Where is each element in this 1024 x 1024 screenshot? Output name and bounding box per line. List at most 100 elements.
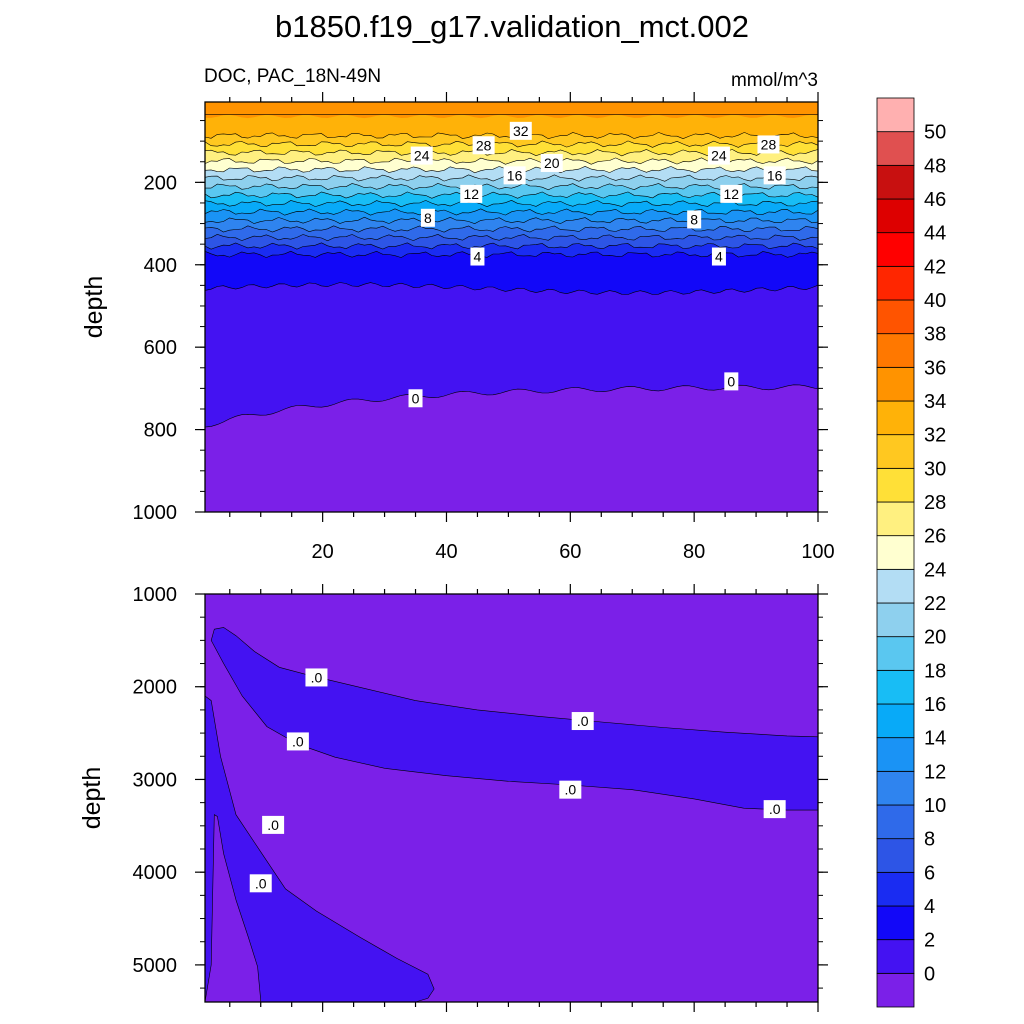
colorbar-tick-label: 38: [924, 324, 946, 346]
y-tick-label: 200: [144, 172, 177, 194]
contour-line: [204, 216, 819, 225]
svg-text:28: 28: [761, 136, 777, 152]
contour-band: [205, 102, 818, 119]
x-tick-label: 40: [435, 541, 457, 563]
contour-label: .0: [559, 780, 582, 799]
colorbar-swatch: [876, 198, 915, 234]
svg-text:4: 4: [474, 249, 482, 265]
colorbar-tick-label: 8: [924, 829, 935, 851]
contour-line: [204, 233, 819, 242]
contour-label: 0: [724, 372, 739, 391]
x-tick-label: 100: [801, 541, 834, 563]
contour-label: 0: [408, 389, 423, 408]
svg-text:0: 0: [412, 390, 420, 406]
colorbar-tick-label: 48: [924, 155, 946, 177]
y-tick-label: 800: [144, 420, 177, 442]
contour-label: .0: [305, 668, 328, 687]
colorbar-swatch: [876, 972, 915, 1008]
colorbar-tick-label: 18: [924, 660, 946, 682]
colorbar-swatch: [876, 434, 915, 469]
colorbar-swatch: [876, 131, 915, 166]
x-tick-label: 60: [559, 541, 581, 563]
svg-text:.0: .0: [769, 801, 781, 817]
colorbar-swatch: [876, 838, 915, 873]
contour-line: [204, 242, 819, 250]
y-tick-label: 600: [144, 337, 177, 359]
contour-label: 24: [410, 146, 433, 165]
colorbar-swatch: [876, 669, 915, 705]
colorbar-tick-label: 6: [924, 862, 935, 884]
colorbar-swatch: [876, 366, 915, 402]
colorbar-swatch: [876, 97, 915, 133]
colorbar-tick-label: 0: [924, 963, 935, 985]
contour-label: .0: [763, 800, 786, 819]
y-tick-label: 400: [144, 255, 177, 277]
contour-label: 12: [720, 184, 743, 203]
contour-line: [204, 225, 819, 233]
lower-panel: 1000 2000 3000 4000 5000 .0 .0 .0 .0 .0 .0 .0 dept…: [78, 584, 828, 1012]
contour-label: 4: [711, 247, 726, 266]
colorbar-tick-label: 26: [924, 526, 946, 548]
svg-text:12: 12: [724, 186, 740, 202]
contour-label: 28: [757, 135, 780, 154]
colorbar-swatch: [876, 164, 915, 200]
lower-plot-frame: [204, 593, 819, 1003]
colorbar-swatch: [876, 703, 915, 739]
colorbar-swatch: [876, 905, 915, 941]
svg-text:.0: .0: [267, 817, 279, 833]
svg-text:0: 0: [727, 373, 735, 389]
y-tick-label: 5000: [133, 955, 178, 977]
colorbar-swatch: [876, 770, 915, 806]
lower-y-axis-label: depth: [78, 767, 106, 830]
colorbar-tick-label: 4: [924, 896, 935, 918]
colorbar-swatch: [876, 939, 915, 974]
svg-text:16: 16: [767, 167, 783, 183]
colorbar-swatch: [876, 265, 915, 301]
colorbar-swatch: [876, 333, 915, 368]
lower-contour-labels: .0 .0 .0 .0 .0 .0 .0: [249, 668, 786, 893]
variable-label: DOC, PAC_18N-49N: [204, 66, 381, 87]
colorbar-tick-label: 10: [924, 795, 946, 817]
svg-text:.0: .0: [577, 713, 589, 729]
colorbar-swatch: [876, 467, 915, 503]
contour-band: [204, 695, 435, 1003]
svg-text:.0: .0: [255, 875, 267, 891]
contour-label: .0: [286, 732, 309, 751]
contour-line: [205, 182, 819, 191]
svg-text:.0: .0: [292, 733, 304, 749]
x-tick-label: 80: [683, 541, 705, 563]
svg-text:20: 20: [544, 155, 560, 171]
colorbar-tick-label: 16: [924, 694, 946, 716]
contour-label: .0: [262, 815, 285, 834]
colorbar-swatch: [876, 737, 915, 772]
colorbar-swatch: [876, 400, 915, 436]
svg-text:.0: .0: [311, 669, 323, 685]
colorbar: 0246810121416182022242628303234363840424…: [876, 97, 946, 1008]
upper-contour-labels: 32 28 28 24 24 20 16 16 12 12 8 8 4 4 0 0: [408, 121, 786, 408]
y-tick-label: 1000: [133, 502, 178, 524]
colorbar-swatch: [876, 568, 915, 604]
svg-text:8: 8: [690, 211, 698, 227]
svg-text:24: 24: [711, 148, 727, 164]
svg-text:32: 32: [513, 123, 529, 139]
upper-contour-bands: [205, 102, 818, 512]
colorbar-tick-label: 30: [924, 458, 946, 480]
contour-line: [204, 191, 819, 199]
y-tick-label: 4000: [133, 862, 178, 884]
svg-text:8: 8: [424, 210, 432, 226]
colorbar-tick-label: 40: [924, 290, 946, 312]
x-tick-label: 20: [312, 541, 334, 563]
contour-label: 4: [470, 247, 485, 266]
colorbar-swatch: [876, 232, 915, 267]
y-tick-label: 2000: [133, 677, 178, 699]
units-label: mmol/m^3: [731, 70, 818, 91]
contour-line: [204, 199, 819, 208]
colorbar-tick-label: 50: [924, 122, 946, 144]
y-tick-label: 1000: [133, 584, 178, 606]
colorbar-tick-label: 44: [924, 223, 946, 245]
y-tick-label: 3000: [133, 769, 178, 791]
colorbar-tick-label: 2: [924, 930, 935, 952]
